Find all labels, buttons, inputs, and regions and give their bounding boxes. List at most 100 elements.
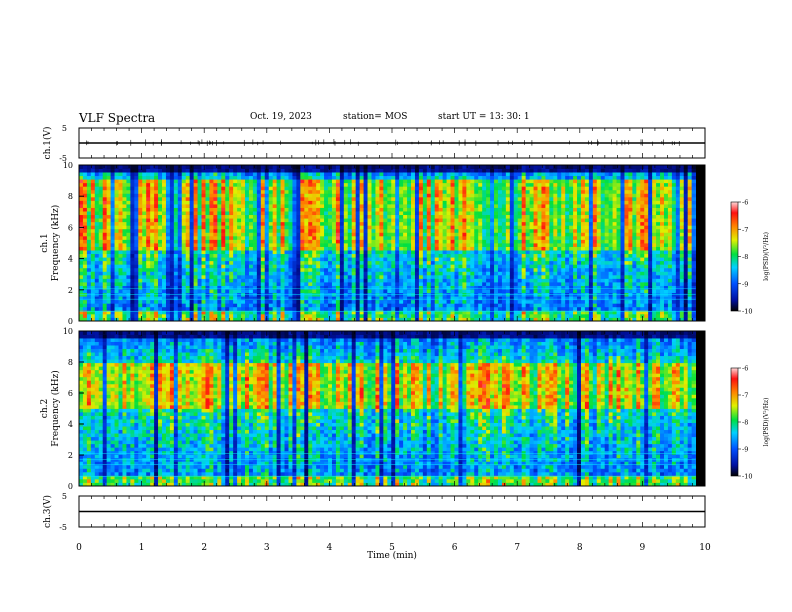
spectrogram-cell [182,268,186,272]
spectrogram-cell [265,268,269,272]
spectrogram-cell [419,183,423,187]
spectrogram-cell [383,243,387,247]
spectrogram-cell [383,310,387,314]
spectrogram-cell [142,208,146,212]
spectrogram-cell [130,300,134,304]
spectrogram-cell [427,286,431,290]
spectrogram-cell [371,236,375,240]
spectrogram-cell [344,278,348,282]
spectrogram-cell [95,176,99,180]
spectrogram-cell [320,296,324,300]
spectrogram-cell [269,169,273,173]
spectrogram-cell [142,271,146,275]
spectrogram-cell [439,247,443,251]
spectrogram-cell [253,239,257,243]
spectrogram-cell [217,208,221,212]
spectrogram-cell [126,176,130,180]
spectrogram-cell [415,236,419,240]
spectrogram-cell [170,211,174,215]
spectrogram-cell [281,300,285,304]
spectrogram-cell [166,264,170,268]
spectrogram-cell [150,200,154,204]
spectrogram-cell [415,193,419,197]
spectrogram-cell [455,310,459,314]
spectrogram-cell [308,222,312,226]
spectrogram-cell [190,225,194,229]
spectrogram-cell [316,271,320,275]
spectrogram-cell [221,165,225,169]
spectrogram-cell [462,169,466,173]
spectrogram-cell [304,303,308,307]
spectrogram-cell [375,243,379,247]
spectrogram-cell [95,186,99,190]
spectrogram-cell [130,243,134,247]
spectrogram-cell [356,211,360,215]
spectrogram-cell [265,193,269,197]
spectrogram-cell [379,261,383,265]
spectrogram-cell [241,193,245,197]
spectrogram-cell [178,197,182,201]
spectrogram-cell [138,232,142,236]
spectrogram-cell [126,243,130,247]
spectrogram-cell [451,208,455,212]
spectrogram-cell [447,179,451,183]
spectrogram-cell [395,215,399,219]
spectrogram-cell [233,286,237,290]
spectrogram-cell [466,236,470,240]
spectrogram-cell [103,275,107,279]
spectrogram-cell [174,172,178,176]
spectrogram-cell [427,243,431,247]
spectrogram-cell [281,303,285,307]
spectrogram-cell [415,204,419,208]
spectrogram-cell [241,296,245,300]
spectrogram-cell [79,200,83,204]
spectrogram-cell [458,222,462,226]
spectrogram-cell [198,247,202,251]
spectrogram-cell [462,193,466,197]
spectrogram-cell [348,282,352,286]
spectrogram-cell [126,254,130,258]
spectrogram-cell [182,282,186,286]
spectrogram-cell [237,307,241,311]
spectrogram-cell [375,289,379,293]
spectrogram-cell [146,186,150,190]
spectrogram-cell [261,264,265,268]
spectrogram-cell [466,310,470,314]
spectrogram-cell [269,289,273,293]
spectrogram-cell [447,208,451,212]
spectrogram-cell [375,307,379,311]
spectrogram-cell [273,300,277,304]
spectrogram-cell [198,211,202,215]
spectrogram-cell [265,232,269,236]
spectrogram-cell [348,236,352,240]
spectrogram-cell [119,286,123,290]
spectrogram-cell [288,247,292,251]
spectrogram-cell [344,268,348,272]
spectrogram-cell [391,172,395,176]
spectrogram-cell [300,254,304,258]
spectrogram-cell [383,197,387,201]
spectrogram-cell [419,286,423,290]
spectrogram-cell [233,264,237,268]
spectrogram-cell [83,250,87,254]
spectrogram-cell [83,303,87,307]
spectrogram-cell [344,247,348,251]
spectrogram-cell [186,250,190,254]
spectrogram-cell [134,271,138,275]
spectrogram-cell [466,232,470,236]
spectrogram-cell [198,176,202,180]
spectrogram-cell [198,169,202,173]
spectrogram-cell [205,169,209,173]
spectrogram-cell [107,314,111,318]
spectrogram-cell [458,165,462,169]
spectrogram-cell [158,286,162,290]
spectrogram-cell [99,278,103,282]
spectrogram-cell [368,278,372,282]
spectrogram-cell [371,310,375,314]
spectrogram-cell [352,286,356,290]
spectrogram-cell [99,183,103,187]
spectrogram-cell [229,165,233,169]
spectrogram-cell [115,247,119,251]
spectrogram-cell [225,208,229,212]
spectrogram-cell [320,264,324,268]
